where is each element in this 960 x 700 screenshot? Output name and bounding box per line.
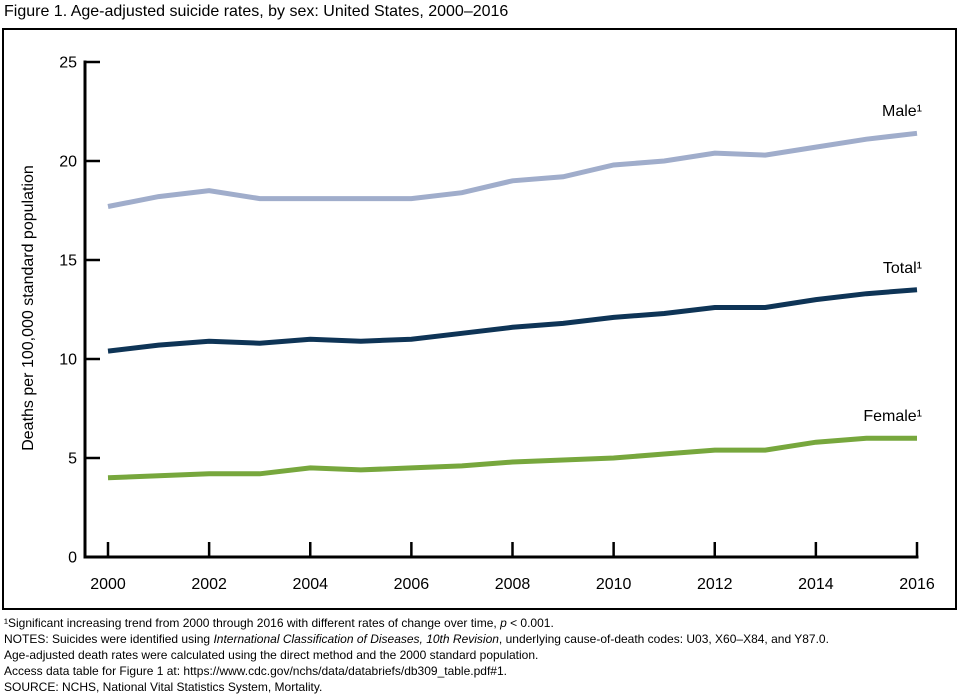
x-axis-ticks: 2000 2002 2004 2006 2008 2010 2012 2014 2016 — [90, 542, 935, 593]
x-tick-label: 2002 — [191, 576, 227, 593]
x-tick-label: 2012 — [697, 576, 733, 593]
footnote-text: NOTES: Suicides were identified using — [4, 632, 214, 646]
footnote-text: Access data table for Figure 1 at: https… — [4, 664, 507, 678]
y-tick-label: 20 — [59, 154, 77, 171]
x-tick-label: 2006 — [394, 576, 430, 593]
y-axis-title: Deaths per 100,000 standard population — [20, 165, 37, 451]
chart-border-box — [2, 28, 957, 610]
footnote-line: Access data table for Figure 1 at: https… — [4, 663, 956, 679]
total-series-line — [107, 287, 918, 354]
x-tick-label: 2000 — [90, 576, 126, 593]
x-tick-label: 2014 — [798, 576, 834, 593]
footnote-line: SOURCE: NCHS, National Vital Statistics … — [4, 679, 956, 695]
footnote-text: Age-adjusted death rates were calculated… — [4, 648, 539, 662]
x-tick-label: 2010 — [596, 576, 632, 593]
footnote-italic-text: p — [500, 616, 507, 630]
male-series-line — [107, 130, 918, 209]
x-tick-label: 2016 — [899, 576, 935, 593]
series-lines — [107, 130, 918, 481]
y-tick-label: 10 — [59, 352, 77, 369]
x-tick-label: 2004 — [292, 576, 328, 593]
footnote-text: , underlying cause-of-death codes: U03, … — [498, 632, 829, 646]
y-tick-label: 5 — [68, 451, 77, 468]
total-series-label: Total¹ — [882, 259, 922, 277]
x-tick-label: 2008 — [495, 576, 531, 593]
y-tick-label: 25 — [59, 55, 77, 72]
footnote-italic-text: International Classification of Diseases… — [213, 632, 499, 646]
female-series-label: Female¹ — [863, 408, 922, 426]
footnotes: ¹Significant increasing trend from 2000 … — [4, 615, 956, 695]
y-tick-label: 0 — [68, 550, 77, 567]
figure-title: Figure 1. Age-adjusted suicide rates, by… — [4, 3, 509, 20]
male-series-label: Male¹ — [881, 103, 922, 121]
footnote-line: ¹Significant increasing trend from 2000 … — [4, 615, 956, 631]
footnote-line: NOTES: Suicides were identified using In… — [4, 631, 956, 647]
y-tick-label: 15 — [59, 253, 77, 270]
footnote-text: < 0.001. — [506, 616, 554, 630]
y-axis-ticks: 0 5 10 15 20 25 — [59, 55, 100, 567]
footnote-text: SOURCE: NCHS, National Vital Statistics … — [4, 680, 323, 694]
footnote-line: Age-adjusted death rates were calculated… — [4, 647, 956, 663]
female-series-line — [107, 435, 917, 481]
footnote-text: ¹Significant increasing trend from 2000 … — [4, 616, 501, 630]
